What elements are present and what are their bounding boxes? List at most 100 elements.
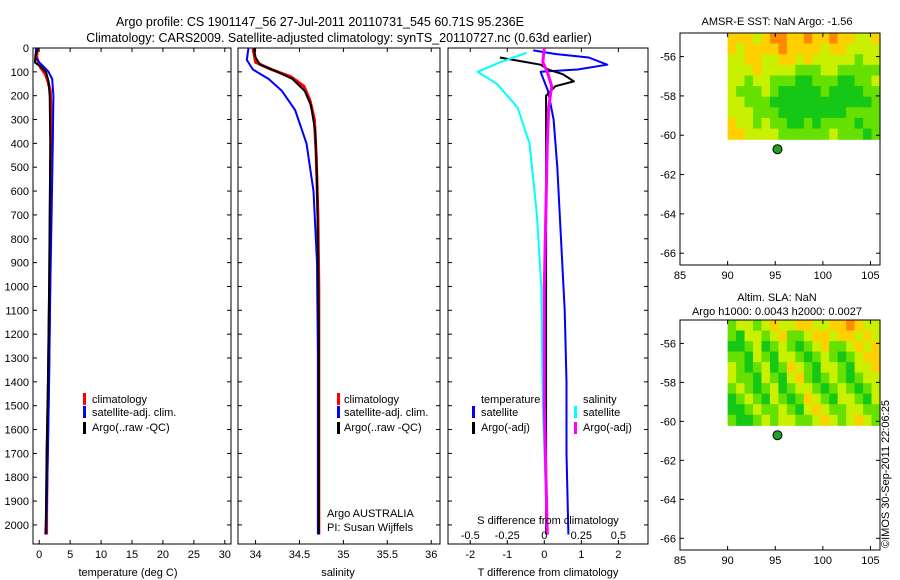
heatmap-cell xyxy=(761,117,771,130)
sla-map-title-line1: Altim. SLA: NaN xyxy=(737,292,817,304)
heatmap-cell xyxy=(846,320,856,332)
heatmap-cell xyxy=(727,117,737,130)
heatmap-cell xyxy=(753,404,763,416)
heatmap-cell xyxy=(761,107,771,119)
heatmap-cell xyxy=(761,362,771,374)
s-tick-label: 0.5 xyxy=(611,530,626,542)
heatmap-cell xyxy=(727,404,737,416)
heatmap-cell xyxy=(863,372,873,384)
x-tick-label: -2 xyxy=(465,549,475,561)
heatmap-cell xyxy=(786,117,796,130)
legend-label-s-satellite: satellite xyxy=(583,407,620,419)
heatmap-cell xyxy=(871,341,881,353)
heatmap-cell xyxy=(812,54,822,66)
heatmap-cell xyxy=(854,128,864,140)
heatmap-cell xyxy=(786,96,796,108)
heatmap-cell xyxy=(769,393,780,405)
heatmap-cell xyxy=(837,86,847,98)
heatmap-cell xyxy=(736,330,746,342)
legend-label-satellite: satellite-adj. clim. xyxy=(92,407,176,419)
series-line-t-argo-adj- xyxy=(499,56,575,535)
difference-panel: -2 -1 0 1 2 -0.5 -0.25 0 0.25 0.5 xyxy=(447,47,649,561)
x-tick-label: 10 xyxy=(95,549,107,561)
heatmap-cell xyxy=(753,107,763,119)
y-tick-label: -58 xyxy=(660,91,676,103)
heatmap-cell xyxy=(761,96,771,108)
s-tick-label: 0.25 xyxy=(571,530,592,542)
heatmap-cell xyxy=(778,383,788,395)
heatmap-cell xyxy=(854,330,864,342)
heatmap-cell xyxy=(863,320,873,332)
y-tick-label: 1600 xyxy=(5,425,29,437)
heatmap-cell xyxy=(846,362,856,374)
heatmap-cell xyxy=(769,54,780,66)
heatmap-cell xyxy=(863,414,873,426)
heatmap-cell xyxy=(795,86,805,98)
heatmap-cell xyxy=(829,86,839,98)
heatmap-cell xyxy=(820,362,830,374)
x-tick-label: 0 xyxy=(36,549,42,561)
heatmap-cell xyxy=(795,362,805,374)
heatmap-cell xyxy=(753,96,763,108)
heatmap-cell xyxy=(761,404,771,416)
heatmap-cell xyxy=(769,414,780,426)
heatmap-cell xyxy=(871,64,881,77)
series-line-climatology xyxy=(251,47,321,535)
heatmap-cell xyxy=(812,393,822,405)
legend-label-t-argo: Argo(-adj) xyxy=(481,422,530,434)
heatmap-cell xyxy=(803,330,813,342)
y-tick-label: -62 xyxy=(660,455,676,467)
y-tick-label: 1300 xyxy=(5,353,29,365)
heatmap-cell xyxy=(753,362,763,374)
heatmap-cell xyxy=(795,96,805,108)
heatmap-cell xyxy=(846,393,856,405)
heatmap-cell xyxy=(803,393,813,405)
heatmap-cell xyxy=(803,404,813,416)
series-line-t-satellite xyxy=(533,49,609,535)
difference-legend: temperature salinity satellite Argo(-adj… xyxy=(472,394,632,434)
heatmap-cell xyxy=(837,320,847,332)
heatmap-cell xyxy=(854,414,864,426)
heatmap-cell xyxy=(837,54,847,66)
heatmap-cell xyxy=(761,86,771,98)
y-tick-label: 2000 xyxy=(5,520,29,532)
y-tick-label: -66 xyxy=(660,533,676,545)
heatmap-cell xyxy=(820,54,830,66)
heatmap-cell xyxy=(795,351,805,363)
heatmap-cell xyxy=(769,404,780,416)
heatmap-cell xyxy=(863,128,873,140)
legend-title-temperature: temperature xyxy=(481,394,540,406)
heatmap-cell xyxy=(753,330,763,342)
heatmap-cell xyxy=(820,64,830,77)
y-tick-label: -56 xyxy=(660,52,676,64)
heatmap-cell xyxy=(753,33,763,45)
heatmap-cell xyxy=(753,383,763,395)
heatmap-cell xyxy=(761,351,771,363)
heatmap-cell xyxy=(829,393,839,405)
heatmap-cell xyxy=(769,75,780,87)
y-tick-label: -62 xyxy=(660,170,676,182)
heatmap-cell xyxy=(744,341,754,353)
temperature-xlabel: temperature (deg C) xyxy=(78,567,177,579)
heatmap-cell xyxy=(769,64,780,77)
difference-xlabel: T difference from climatology xyxy=(478,567,619,579)
heatmap-cell xyxy=(863,75,873,87)
heatmap-cell xyxy=(812,362,822,374)
heatmap-cell xyxy=(786,362,796,374)
heatmap-cell xyxy=(812,86,822,98)
heatmap-cell xyxy=(820,372,830,384)
heatmap-cell xyxy=(744,117,754,130)
heatmap-cell xyxy=(846,414,856,426)
heatmap-cell xyxy=(778,43,788,55)
heatmap-cell xyxy=(846,341,856,353)
heatmap-cell xyxy=(812,43,822,55)
heatmap-cell xyxy=(820,404,830,416)
heatmap-cell xyxy=(736,75,746,87)
heatmap-cell xyxy=(863,383,873,395)
heatmap-cell xyxy=(820,96,830,108)
heatmap-cell xyxy=(846,96,856,108)
heatmap-cell xyxy=(871,86,881,98)
heatmap-cell xyxy=(829,341,839,353)
heatmap-cell xyxy=(871,96,881,108)
